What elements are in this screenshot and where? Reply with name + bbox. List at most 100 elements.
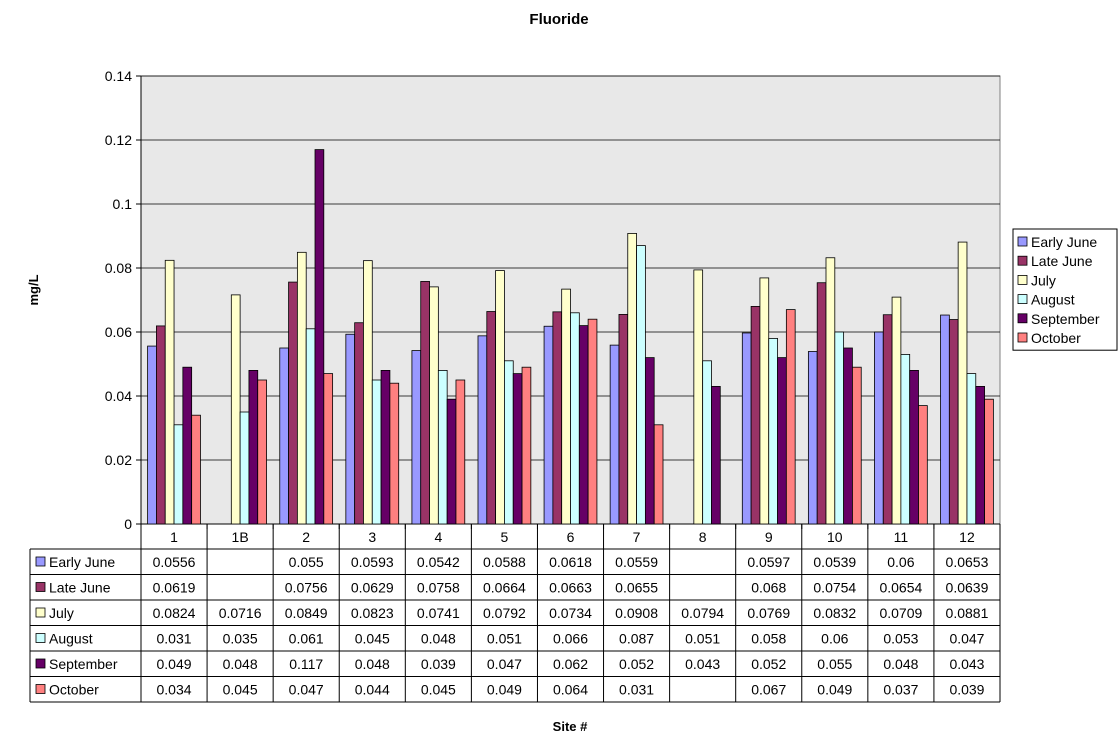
bar-late-june-site-11 — [882, 314, 893, 525]
table-row-key — [35, 684, 46, 694]
bar-late-june-site-7 — [618, 313, 629, 525]
bar-july-site-3 — [363, 260, 373, 525]
table-cell: 0.048 — [421, 631, 456, 647]
bar-late-june-site-12 — [948, 319, 959, 525]
bar-august-site-1 — [173, 424, 184, 525]
legend-swatch — [1017, 332, 1028, 343]
bar-early-june-site-2 — [279, 347, 289, 525]
table-cell: 0.034 — [157, 682, 192, 698]
bar-october-site-7 — [653, 424, 664, 525]
bar-september-site-2 — [314, 149, 325, 525]
table-cell: 0.043 — [685, 656, 720, 672]
bar-september-site-5 — [512, 373, 523, 525]
table-cell: 0.0588 — [483, 554, 526, 570]
bar-september-site-8 — [711, 385, 721, 525]
table-header-cell: 1B — [232, 529, 249, 545]
table-cell: 0.0593 — [351, 554, 394, 570]
bar-october-site-6 — [587, 318, 598, 525]
bar-early-june-site-6 — [543, 325, 554, 525]
table-header-cell: 11 — [894, 529, 909, 545]
bar-early-june-site-1 — [147, 345, 157, 525]
table-cell: 0.0823 — [351, 605, 394, 621]
table-cell: 0.049 — [157, 656, 192, 672]
table-header-cell: 2 — [302, 529, 310, 545]
legend-item-label: September — [1031, 311, 1100, 327]
bar-july-site-11 — [891, 296, 902, 525]
data-table: 1 1B 2 3 4 5 6 7 8 9 10 11 12 Early June 0.0556 0.055 0.… — [29, 524, 1001, 703]
table-row-label: October — [49, 682, 99, 698]
table-cell: 0.0832 — [813, 605, 856, 621]
table-cell: 0.0849 — [285, 605, 328, 621]
table-cell: 0.0758 — [417, 580, 460, 596]
bar-july-site-4 — [429, 286, 439, 525]
bar-early-june-site-3 — [345, 333, 356, 525]
bar-october-site-3 — [389, 382, 400, 525]
bar-early-june-site-12 — [940, 314, 950, 525]
bar-september-site-11 — [909, 369, 919, 525]
bar-july-site-10 — [825, 257, 836, 525]
table-cell: 0.031 — [157, 631, 192, 647]
table-cell: 0.0629 — [351, 580, 394, 596]
bar-early-june-site-11 — [874, 331, 884, 525]
legend-item-label: Late June — [1031, 253, 1093, 269]
bar-september-site-1 — [182, 366, 193, 525]
legend-swatch — [1017, 236, 1028, 247]
table-header-cell: 12 — [959, 529, 975, 545]
table-cell: 0.0663 — [549, 580, 592, 596]
table-cell: 0.0756 — [285, 580, 328, 596]
table-row-label: September — [49, 656, 118, 672]
table-row-label: August — [49, 631, 93, 647]
table-row-key — [35, 582, 46, 592]
bar-august-site-9 — [768, 337, 778, 525]
table-header-cell: 6 — [567, 529, 575, 545]
bar-september-site-9 — [777, 357, 787, 525]
bar-september-site-12 — [975, 385, 985, 525]
table-cell: 0.0539 — [813, 554, 856, 570]
bar-august-site-2 — [305, 328, 316, 525]
table-cell: 0.0741 — [417, 605, 460, 621]
table-cell: 0.087 — [619, 631, 654, 647]
table-header-cell: 1 — [170, 529, 178, 545]
legend-swatch — [1017, 294, 1028, 305]
bar-october-site-12 — [984, 398, 994, 525]
table-cell: 0.058 — [751, 631, 786, 647]
table-cell: 0.047 — [487, 656, 522, 672]
table-cell: 0.048 — [355, 656, 390, 672]
table-cell: 0.068 — [751, 580, 786, 596]
legend-item-label: August — [1031, 292, 1075, 308]
bar-july-site-1 — [164, 259, 175, 525]
table-header-cell: 5 — [501, 529, 509, 545]
table-cell: 0.0556 — [153, 554, 196, 570]
table-cell: 0.048 — [883, 656, 918, 672]
table-cell: 0.0653 — [946, 554, 989, 570]
table-cell: 0.052 — [751, 656, 786, 672]
y-tick-label: 0.14 — [105, 68, 132, 84]
table-cell: 0.066 — [553, 631, 588, 647]
table-cell: 0.039 — [421, 656, 456, 672]
table-cell: 0.047 — [289, 682, 324, 698]
table-row-key — [35, 556, 46, 567]
table-cell: 0.0655 — [615, 580, 658, 596]
bar-july-site-2 — [296, 251, 307, 525]
bar-september-site-7 — [644, 357, 655, 525]
table-cell: 0.064 — [553, 682, 588, 698]
table-cell: 0.0794 — [681, 605, 724, 621]
table-cell: 0.0639 — [946, 580, 989, 596]
table-header-cell: 7 — [633, 529, 641, 545]
bar-july-site-5 — [495, 270, 505, 525]
legend-swatch — [1017, 255, 1028, 266]
bar-late-june-site-5 — [486, 311, 497, 525]
y-tick-label: 0.04 — [105, 388, 132, 404]
bar-july-site-9 — [759, 277, 770, 525]
y-tick-label: 0.12 — [105, 132, 132, 148]
bar-august-site-5 — [504, 360, 514, 525]
table-cell: 0.049 — [487, 682, 522, 698]
table-cell: 0.043 — [949, 656, 984, 672]
table-cell: 0.0664 — [483, 580, 526, 596]
table-row-label: July — [49, 605, 74, 621]
legend-box — [1012, 228, 1118, 351]
y-tick-label: 0.02 — [105, 452, 132, 468]
bar-october-site-10 — [852, 366, 862, 525]
table-cell: 0.0824 — [153, 605, 196, 621]
bar-august-site-8 — [702, 360, 712, 525]
